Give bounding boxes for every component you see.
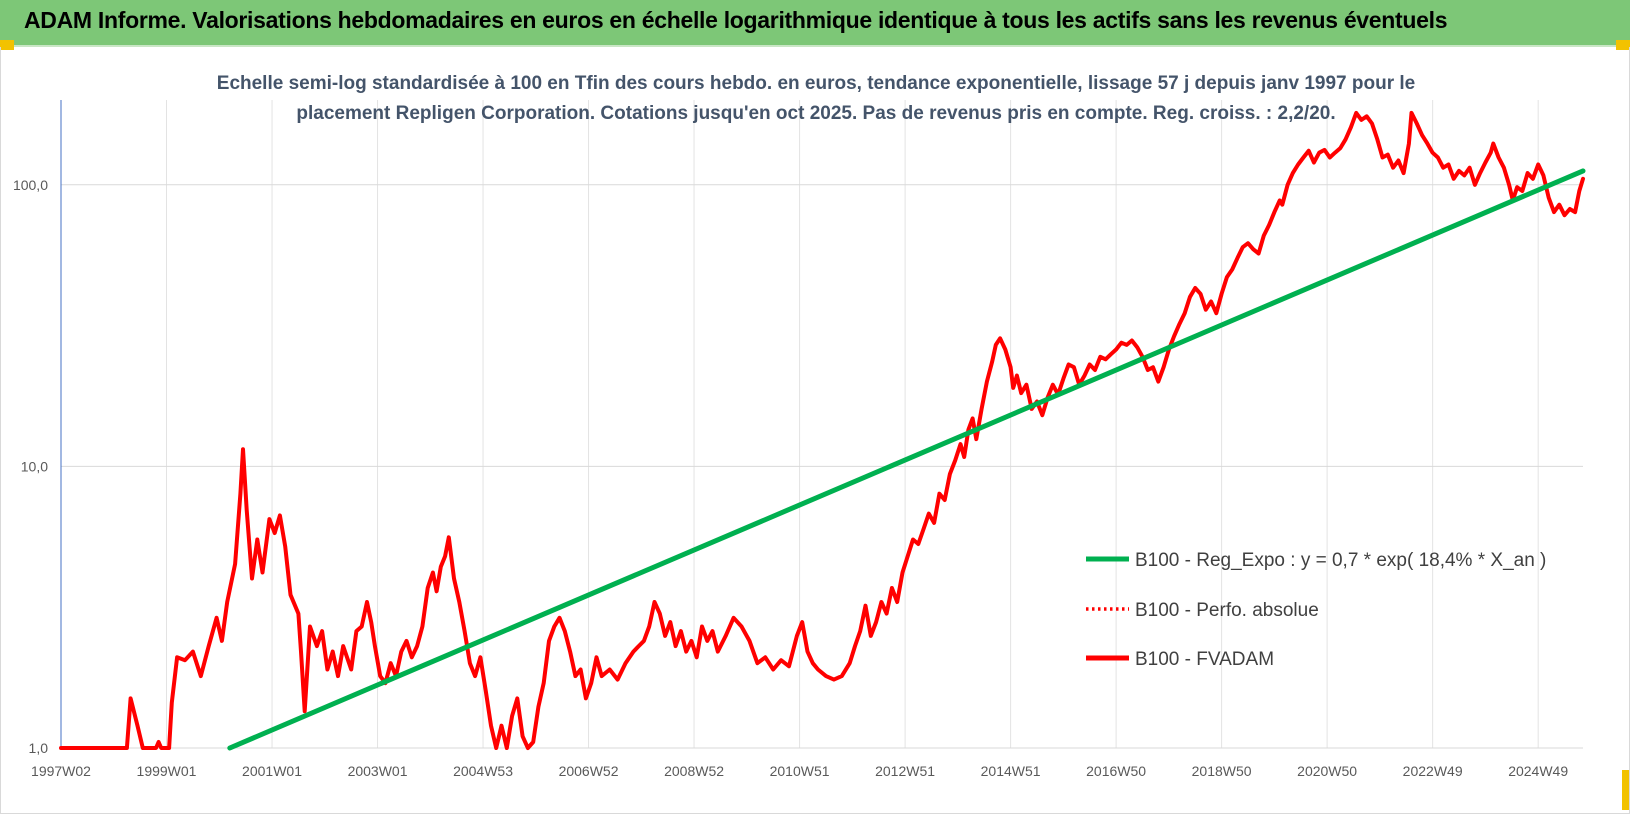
x-tick-label-10: 2016W50 bbox=[1086, 763, 1146, 779]
x-tick-label-11: 2018W50 bbox=[1192, 763, 1252, 779]
page-title: ADAM Informe. Valorisations hebdomadaire… bbox=[24, 7, 1448, 33]
chart-svg: 1997W02 1999W01 2001W01 2003W01 2004W53 2006W… bbox=[13, 73, 1586, 779]
x-tick-label-4: 2004W53 bbox=[453, 763, 513, 779]
x-tick-label-7: 2010W51 bbox=[770, 763, 830, 779]
legend-label-fvadam: B100 - FVADAM bbox=[1135, 649, 1274, 670]
header-bar: ADAM Informe. Valorisations hebdomadaire… bbox=[0, 0, 1630, 47]
x-tick-label-14: 2024W49 bbox=[1508, 763, 1568, 779]
series-line-fvadam bbox=[59, 110, 1585, 750]
grid-layer bbox=[60, 100, 1583, 749]
legend-label-perfo: B100 - Perfo. absolue bbox=[1135, 600, 1319, 621]
series-layer bbox=[59, 110, 1586, 751]
y-tick-label-2: 100,0 bbox=[13, 177, 48, 193]
legend: B100 - Reg_Expo : y = 0,7 * exp( 18,4% *… bbox=[1086, 550, 1546, 670]
y-tick-label-1: 10,0 bbox=[21, 458, 48, 474]
x-tick-label-8: 2012W51 bbox=[875, 763, 935, 779]
chart-title-line-2: placement Repligen Corporation. Cotation… bbox=[296, 103, 1335, 124]
legend-label-reg-expo: B100 - Reg_Expo : y = 0,7 * exp( 18,4% *… bbox=[1135, 550, 1546, 571]
x-tick-label-5: 2006W52 bbox=[559, 763, 619, 779]
chart-frame: 1997W02 1999W01 2001W01 2003W01 2004W53 2006W… bbox=[0, 47, 1630, 814]
x-tick-label-3: 2003W01 bbox=[348, 763, 408, 779]
x-tick-label-9: 2014W51 bbox=[981, 763, 1041, 779]
x-tick-label-12: 2020W50 bbox=[1297, 763, 1357, 779]
y-tick-label-0: 1,0 bbox=[29, 740, 49, 756]
x-tick-label-0: 1997W02 bbox=[31, 763, 91, 779]
x-tick-label-1: 1999W01 bbox=[137, 763, 197, 779]
x-tick-label-13: 2022W49 bbox=[1403, 763, 1463, 779]
corner-marker-top-right bbox=[1616, 40, 1630, 50]
series-line-reg-expo bbox=[227, 168, 1586, 751]
corner-marker-top-left bbox=[0, 40, 14, 50]
x-tick-label-2: 2001W01 bbox=[242, 763, 302, 779]
axis-layer: 1997W02 1999W01 2001W01 2003W01 2004W53 2006W… bbox=[13, 100, 1568, 779]
corner-marker-bottom-right bbox=[1622, 770, 1630, 810]
x-tick-label-6: 2008W52 bbox=[664, 763, 724, 779]
chart-title-line-1: Echelle semi-log standardisée à 100 en T… bbox=[217, 73, 1415, 94]
